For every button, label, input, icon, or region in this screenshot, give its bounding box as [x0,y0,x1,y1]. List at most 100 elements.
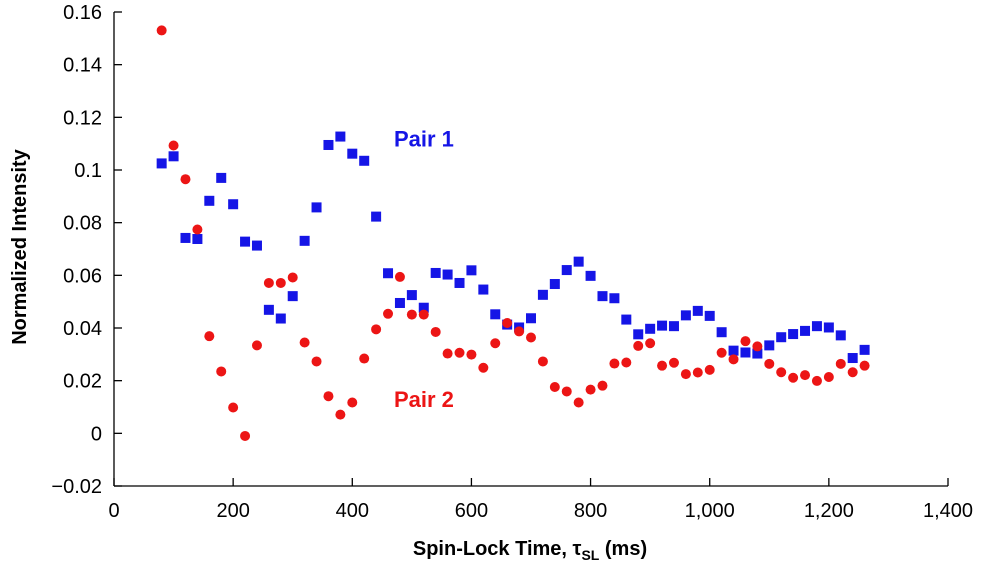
data-point-circle [847,367,858,378]
data-point-square [240,236,251,247]
data-point-circle [228,402,239,413]
data-point-square [859,344,870,355]
data-point-circle [335,409,346,420]
data-point-circle [776,367,787,378]
data-point-circle [299,337,310,348]
x-axis-title-units: (ms) [599,538,647,560]
data-point-square [359,155,370,166]
y-tick-label: 0.02 [63,371,102,393]
plot-area [156,25,870,441]
data-point-circle [823,371,834,382]
data-point-circle [466,349,477,360]
data-point-square [573,256,584,267]
data-point-square [311,202,322,213]
data-point-circle [192,224,203,235]
series-annotation-label: Pair 1 [394,126,454,151]
data-point-square [835,330,846,341]
data-point-circle [788,372,799,383]
data-point-circle [371,324,382,335]
data-point-square [657,320,668,331]
data-point-square [764,340,775,351]
data-point-square [251,240,262,251]
data-point-square [335,131,346,142]
series-2 [156,25,870,441]
data-point-circle [645,338,656,349]
data-point-circle [633,340,644,351]
data-point-square [728,345,739,356]
data-point-circle [418,309,429,320]
data-point-square [704,310,715,321]
data-point-square [478,284,489,295]
data-point-circle [216,366,227,377]
y-tick-label: −0.02 [51,476,102,498]
data-point-circle [800,370,811,381]
data-point-square [228,199,239,210]
data-point-circle [394,271,405,282]
data-point-square [668,321,679,332]
data-point-square [823,322,834,333]
data-point-square [633,329,644,340]
x-axis-title-subscript: SL [581,547,599,563]
data-point-square [537,289,548,300]
data-point-square [811,321,822,332]
data-point-circle [835,358,846,369]
data-point-circle [537,356,548,367]
data-point-square [466,265,477,276]
data-point-circle [549,381,560,392]
data-point-square [776,332,787,343]
series-annotation-label: Pair 2 [394,387,454,412]
data-point-circle [657,360,668,371]
data-point-square [323,139,334,150]
data-point-square [740,347,751,358]
data-point-square [585,270,596,281]
data-point-circle [573,397,584,408]
x-tick-label: 1,000 [685,500,735,522]
data-point-circle [621,357,632,368]
data-point-circle [740,336,751,347]
data-point-square [526,313,536,324]
data-point-circle [526,332,536,343]
data-point-circle [859,360,870,371]
series-1 [156,131,870,364]
y-tick-label: 0.08 [63,213,102,235]
data-point-square [490,309,501,320]
y-tick-label: 0.12 [63,107,102,129]
data-point-square [609,293,620,304]
x-axis-title: Spin-Lock Time, τSL (ms) [413,538,647,563]
data-point-square [454,277,465,288]
data-point-circle [609,358,620,369]
data-point-circle [311,356,322,367]
x-tick-label: 1,200 [804,500,854,522]
data-point-circle [680,369,691,380]
data-point-circle [406,309,417,320]
data-point-circle [728,354,739,365]
data-point-circle [442,348,453,359]
data-point-circle [597,380,608,391]
annotations: Pair 1 Pair 2 [394,126,454,412]
data-point-square [752,348,763,359]
data-point-circle [347,397,358,408]
data-point-square [621,314,632,325]
data-point-square [275,313,286,324]
data-point-square [788,329,799,340]
x-tick-label: 400 [336,500,369,522]
data-point-square [406,290,417,301]
data-point-square [287,291,298,302]
data-point-circle [156,25,167,36]
x-tick-label: 1,400 [923,500,973,522]
data-point-circle [454,347,465,358]
data-point-circle [585,384,596,395]
x-tick-label: 0 [108,500,119,522]
data-point-square [680,310,691,321]
data-point-circle [359,353,370,364]
data-point-circle [383,308,394,319]
data-point-square [347,148,358,159]
data-point-circle [430,326,441,337]
data-point-square [383,268,394,279]
x-tick-label: 800 [574,500,607,522]
data-point-square [549,279,560,290]
data-point-circle [502,317,513,328]
data-point-square [716,327,727,338]
data-point-circle [168,140,179,151]
